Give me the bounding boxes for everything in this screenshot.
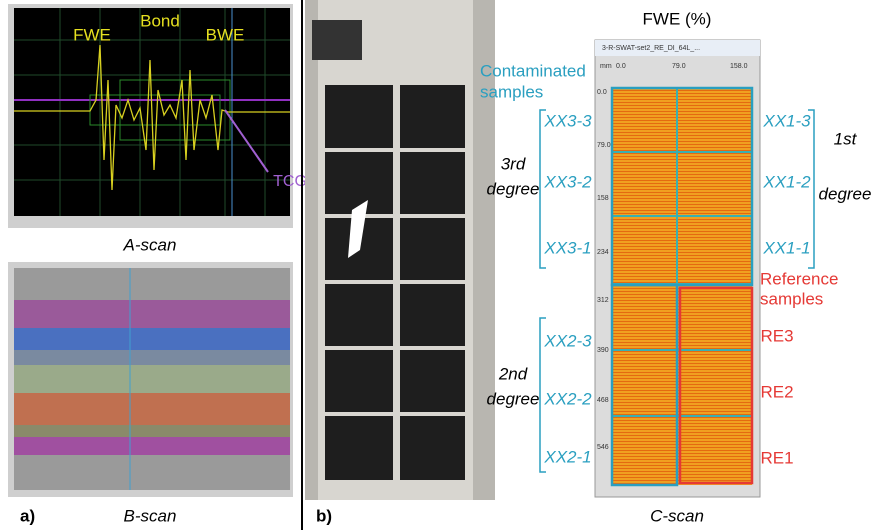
group-label: degree	[819, 184, 872, 203]
group-label: degree	[487, 179, 540, 198]
y-tick-label: 234	[597, 249, 609, 256]
caption: B-scan	[124, 506, 177, 525]
group-label: 1st	[834, 129, 858, 148]
sample-label: XX1-1	[762, 238, 810, 257]
y-tick-label: 0.0	[597, 89, 607, 96]
group-label: samples	[760, 289, 823, 308]
y-tick-label: 468	[597, 397, 609, 404]
group-label: 2nd	[498, 364, 528, 383]
sample-label: XX3-2	[543, 172, 592, 191]
group-label: degree	[487, 389, 540, 408]
echo-label: Bond	[140, 11, 180, 30]
c-scan-title: FWE (%)	[643, 9, 712, 28]
y-tick-label: 158	[597, 195, 609, 202]
sample-label: RE3	[760, 326, 793, 345]
a-scan-image	[8, 4, 293, 228]
y-tick-label: 546	[597, 444, 609, 451]
y-tick-label: 312	[597, 297, 609, 304]
group-label: 3rd	[501, 154, 526, 173]
sample-label: XX1-3	[762, 111, 811, 130]
panel-label: b)	[316, 506, 332, 525]
c-scan-window	[594, 39, 761, 498]
caption: C-scan	[650, 506, 704, 525]
sample-label: XX2-1	[543, 447, 591, 466]
group-label: Contaminated	[480, 61, 586, 80]
sample-label: XX3-1	[543, 238, 591, 257]
sample-label: RE2	[760, 382, 793, 401]
sample-label: XX3-3	[543, 111, 592, 130]
panel-label: a)	[20, 506, 35, 525]
x-tick-label: 79.0	[672, 63, 686, 70]
sample-photo	[305, 0, 495, 500]
sample-label: RE1	[760, 448, 793, 467]
x-tick-label: 158.0	[730, 63, 748, 70]
b-scan-image	[8, 262, 293, 497]
echo-label: BWE	[206, 25, 245, 44]
group-label: samples	[480, 82, 543, 101]
gate-label: TCG	[273, 173, 307, 190]
window-title: 3-R-SWAT-set2_RE_DI_64L_...	[602, 45, 700, 52]
y-tick-label: 390	[597, 347, 609, 354]
sample-label: XX2-3	[543, 331, 592, 350]
caption: A-scan	[123, 235, 177, 254]
sample-label: XX1-2	[762, 172, 811, 191]
x-tick-label: 0.0	[616, 63, 626, 70]
y-tick-label: 79.0	[597, 142, 611, 149]
echo-label: FWE	[73, 25, 111, 44]
brackets	[539, 109, 815, 473]
group-label: Reference	[760, 269, 838, 288]
sample-label: XX2-2	[543, 389, 592, 408]
x-unit: mm	[600, 63, 612, 70]
